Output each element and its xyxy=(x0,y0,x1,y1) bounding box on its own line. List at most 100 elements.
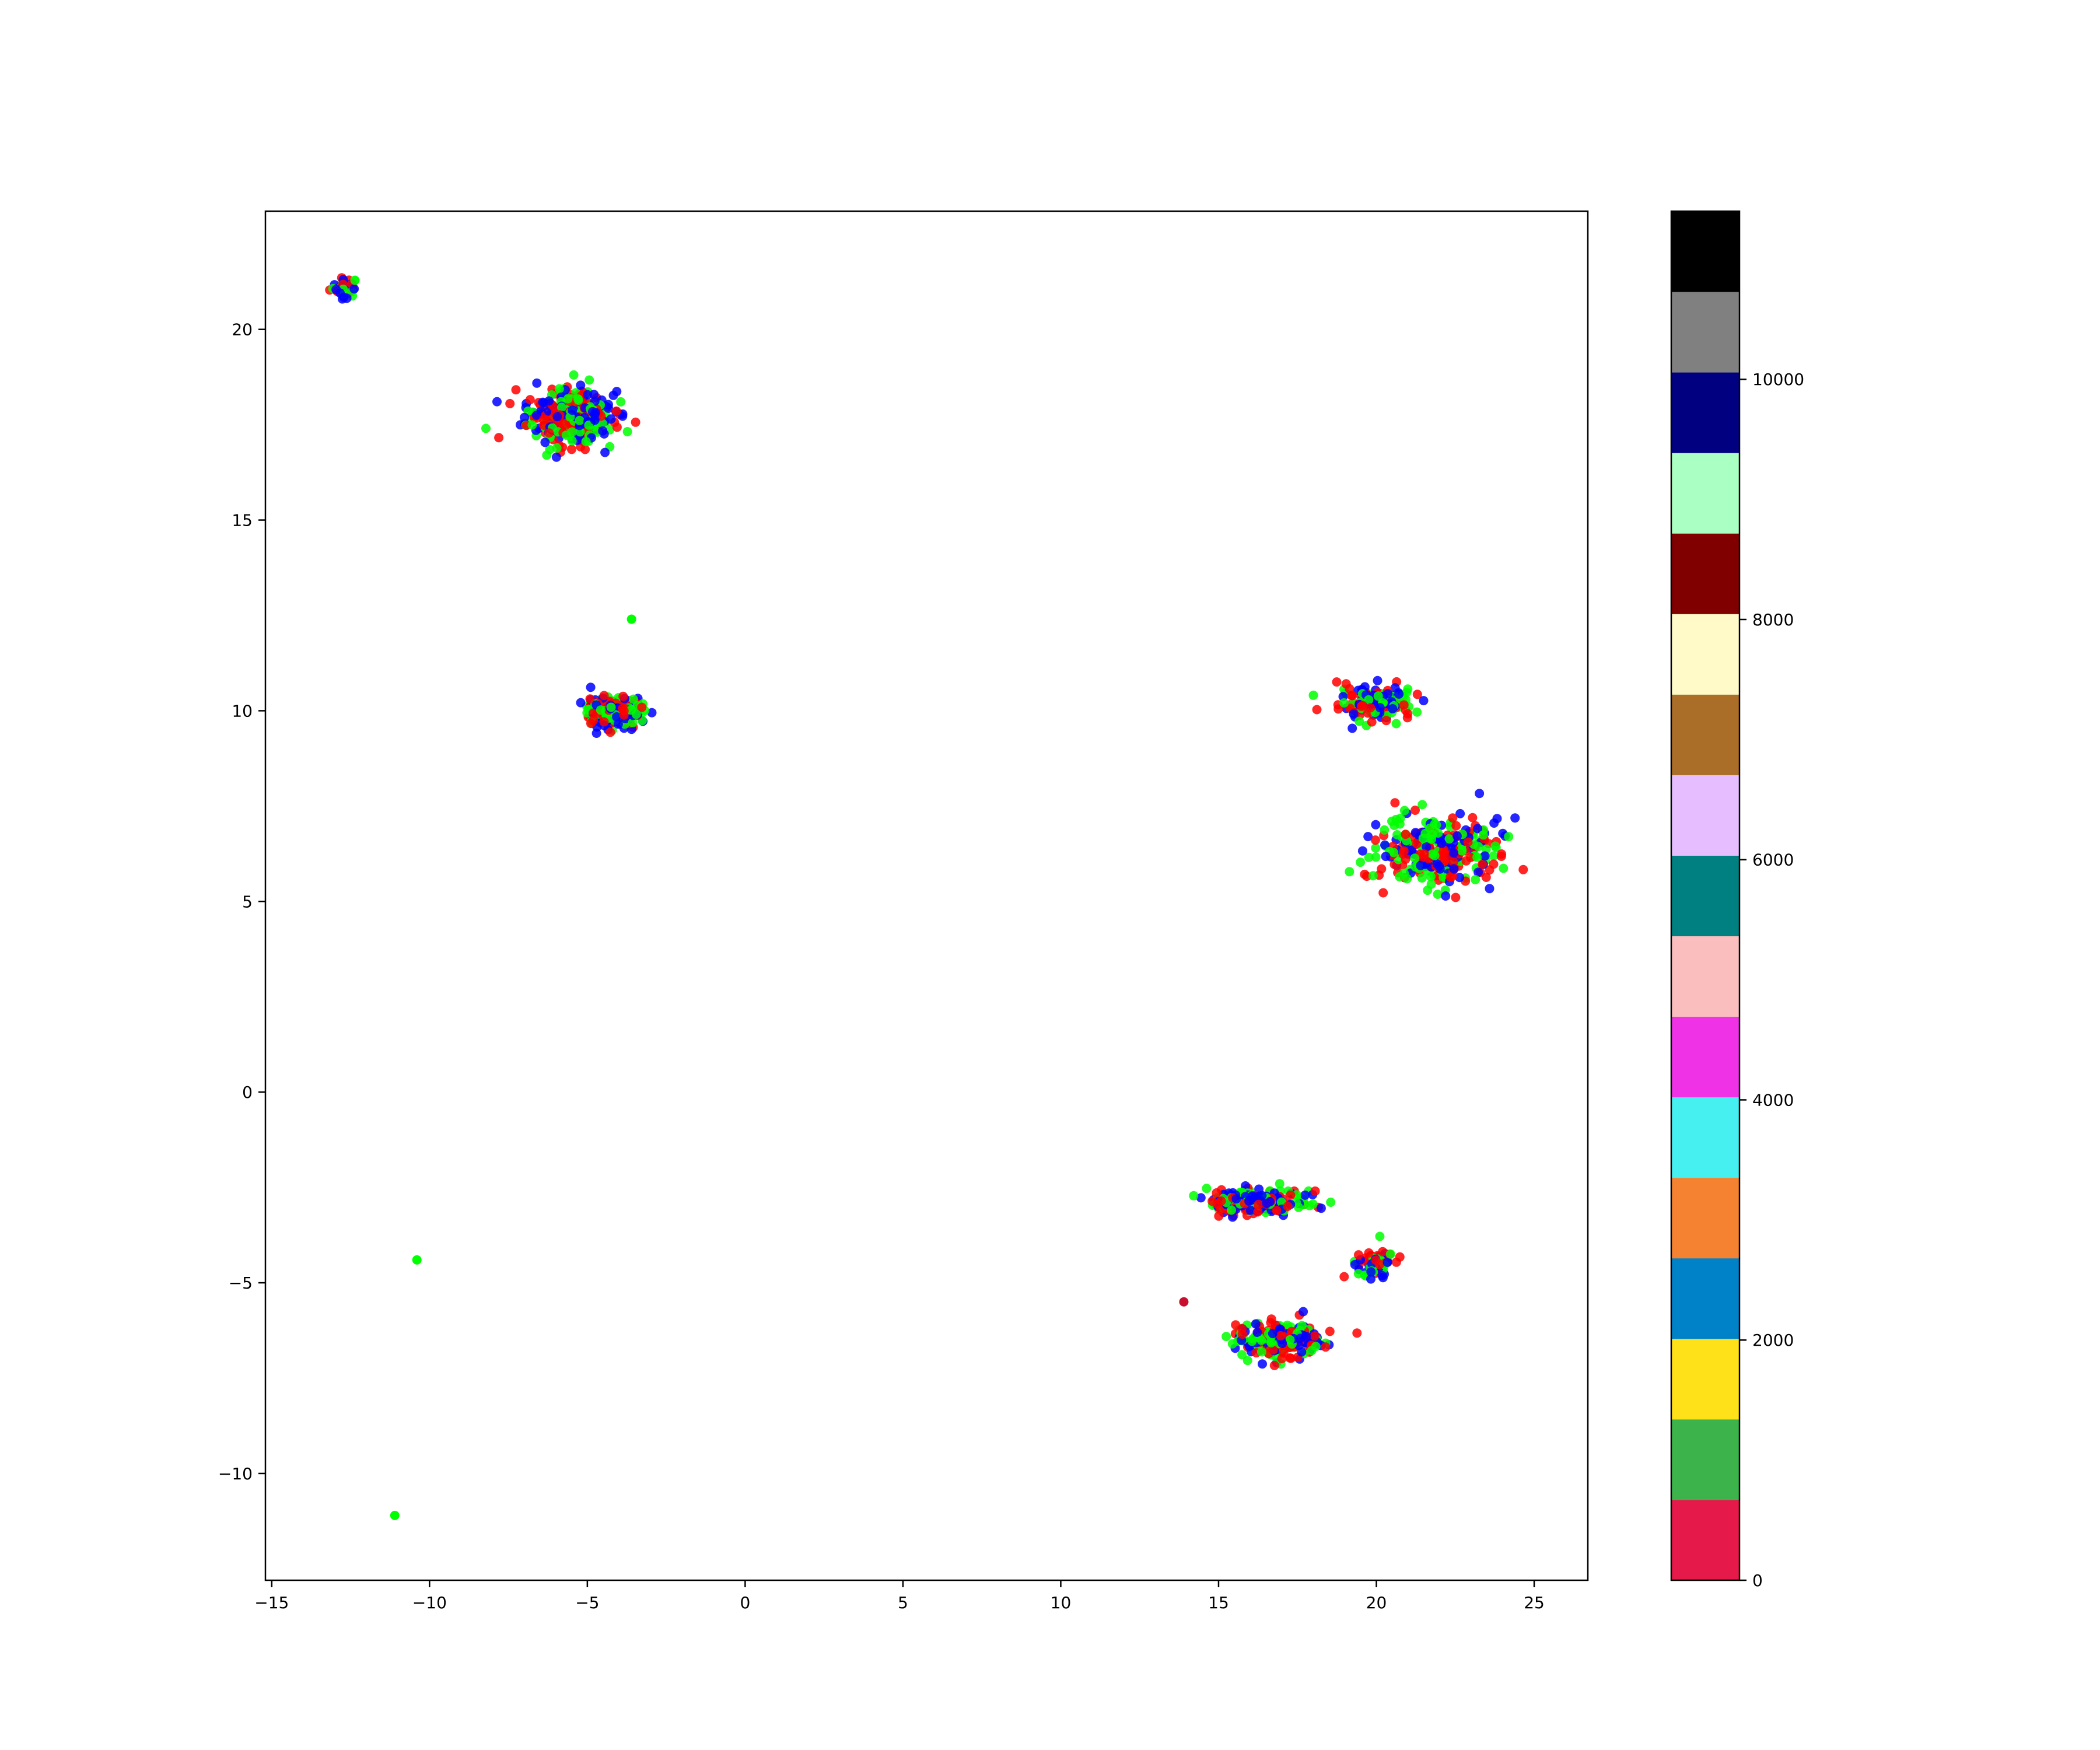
scatter-point xyxy=(604,403,614,413)
y-tick-label: 20 xyxy=(232,320,253,340)
colorbar-segment xyxy=(1671,1177,1740,1259)
scatter-point xyxy=(1382,1257,1392,1267)
colorbar-tick-label: 2000 xyxy=(1752,1331,1794,1350)
scatter-point xyxy=(1492,814,1502,824)
scatter-point xyxy=(1262,1199,1272,1209)
scatter-point xyxy=(563,394,573,404)
scatter-point xyxy=(1430,850,1440,860)
y-tick-label: −5 xyxy=(229,1273,253,1293)
scatter-point xyxy=(608,390,618,400)
scatter-point xyxy=(606,414,616,424)
scatter-point xyxy=(1371,843,1381,853)
scatter-point xyxy=(542,450,552,460)
scatter-point xyxy=(1478,859,1488,869)
scatter-point xyxy=(494,433,504,443)
scatter-point xyxy=(1272,1206,1282,1215)
scatter-point xyxy=(1360,682,1370,692)
scatter-point xyxy=(1300,1190,1310,1200)
scatter-point xyxy=(1427,830,1437,839)
scatter-point xyxy=(1412,690,1422,699)
colorbar-segment xyxy=(1671,1016,1740,1098)
scatter-point xyxy=(1366,1267,1376,1277)
scatter-point xyxy=(567,444,576,454)
scatter-point xyxy=(1222,1332,1231,1342)
scatter-point xyxy=(1283,1201,1293,1211)
scatter-point xyxy=(1395,872,1405,881)
scatter-point xyxy=(1419,696,1429,706)
scatter-point xyxy=(1499,863,1508,873)
scatter-point xyxy=(1391,814,1401,824)
scatter-point xyxy=(349,284,359,294)
scatter-point xyxy=(1402,874,1412,884)
scatter-point xyxy=(1416,860,1426,870)
scatter-point xyxy=(1418,800,1427,810)
scatter-point xyxy=(1352,1328,1362,1338)
scatter-point xyxy=(1449,848,1458,858)
scatter-point xyxy=(1348,723,1357,733)
y-tick-label: 0 xyxy=(242,1083,253,1102)
scatter-point xyxy=(1380,825,1390,835)
x-axis: −15 −10 −5 0 5 10 15 20 25 xyxy=(254,1580,1545,1612)
scatter-point xyxy=(1354,1250,1363,1260)
colorbar-tick-label: 6000 xyxy=(1752,850,1794,870)
scatter-point xyxy=(1489,859,1499,869)
scatter-point xyxy=(1474,867,1483,877)
scatter-point xyxy=(1455,808,1465,818)
colorbar-tick-label: 8000 xyxy=(1752,610,1794,629)
scatter-point xyxy=(554,384,564,394)
colorbar-segment xyxy=(1671,1097,1740,1178)
scatter-point xyxy=(1349,709,1359,719)
scatter-point xyxy=(1189,1191,1199,1200)
scatter-point xyxy=(1422,842,1432,852)
scatter-point xyxy=(551,452,561,462)
scatter-point xyxy=(390,1510,400,1520)
scatter-point xyxy=(628,718,638,727)
scatter-point xyxy=(1452,831,1462,841)
scatter-point xyxy=(1451,821,1461,831)
scatter-point xyxy=(606,727,615,737)
scatter-point xyxy=(1179,1297,1189,1307)
scatter-point xyxy=(1339,1272,1349,1282)
scatter-point xyxy=(1518,864,1528,874)
scatter-point xyxy=(1321,1342,1331,1352)
y-tick-label: 15 xyxy=(232,511,253,530)
scatter-point xyxy=(1286,1190,1296,1200)
scatter-point xyxy=(1399,846,1409,856)
scatter-point xyxy=(1480,851,1490,861)
scatter-point xyxy=(1366,1274,1376,1284)
scatter-point xyxy=(1371,852,1381,862)
scatter-point xyxy=(1308,690,1318,700)
scatter-point xyxy=(1444,834,1454,844)
scatter-point xyxy=(1423,886,1433,895)
scatter-point xyxy=(1258,1359,1267,1369)
scatter-point xyxy=(1473,824,1483,834)
scatter-point xyxy=(1275,1179,1284,1189)
scatter-point xyxy=(567,436,577,446)
scatter-point xyxy=(1475,789,1485,799)
scatter-point xyxy=(1449,864,1459,874)
colorbar-segment xyxy=(1671,775,1740,856)
scatter-point xyxy=(613,719,623,729)
scatter-point xyxy=(1448,813,1458,823)
scatter-point xyxy=(1373,691,1383,701)
scatter-point xyxy=(1357,846,1367,856)
colorbar-segment xyxy=(1671,1258,1740,1339)
scatter-point xyxy=(1296,1334,1306,1343)
scatter-point xyxy=(576,380,586,390)
scatter-point xyxy=(1257,1191,1267,1200)
scatter-point xyxy=(1451,892,1461,902)
scatter-point xyxy=(1478,830,1488,840)
scatter-point xyxy=(581,436,591,446)
scatter-point xyxy=(600,447,610,457)
scatter-point xyxy=(1356,858,1366,867)
scatter-point xyxy=(1388,704,1398,713)
scatter-point xyxy=(539,415,548,425)
scatter-point xyxy=(1228,1212,1237,1222)
scatter-point xyxy=(1354,716,1364,726)
scatter-point xyxy=(1468,813,1478,822)
y-tick-label: 10 xyxy=(232,701,253,720)
scatter-point xyxy=(1216,1196,1226,1206)
scatter-point xyxy=(1251,1319,1261,1329)
scatter-point xyxy=(1242,1356,1252,1366)
